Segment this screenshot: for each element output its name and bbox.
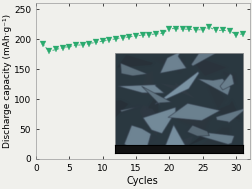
Y-axis label: Discharge capacity (mAh·g⁻¹): Discharge capacity (mAh·g⁻¹)	[4, 14, 12, 148]
X-axis label: Cycles: Cycles	[126, 176, 158, 186]
